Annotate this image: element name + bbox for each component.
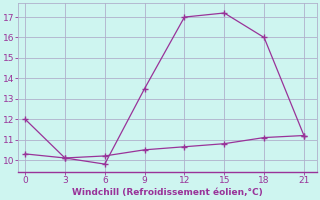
X-axis label: Windchill (Refroidissement éolien,°C): Windchill (Refroidissement éolien,°C) [72, 188, 263, 197]
